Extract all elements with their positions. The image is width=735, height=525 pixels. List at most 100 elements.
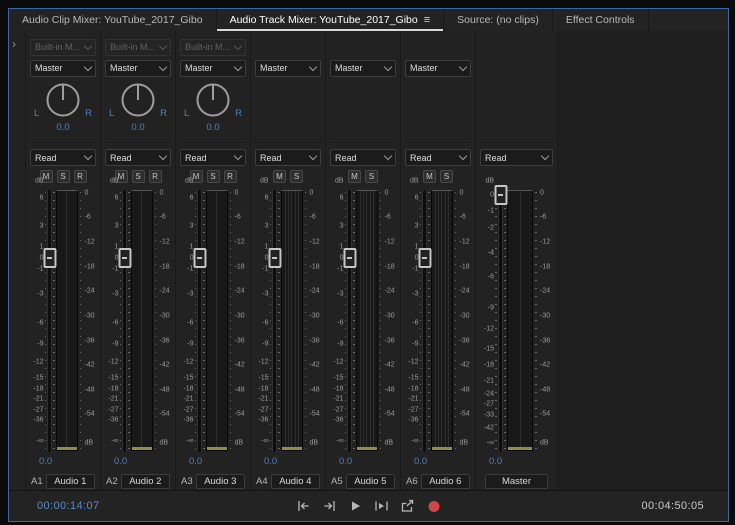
output-select[interactable]: Master [180,59,246,77]
mute-button[interactable]: M [39,170,53,184]
volume-fader-handle[interactable] [118,247,132,268]
output-select[interactable]: Master [405,59,471,77]
volume-value[interactable]: 0.0 [414,456,428,468]
mute-button[interactable]: M [114,170,128,184]
volume-value[interactable]: 0.0 [114,456,128,468]
loop-button[interactable] [397,497,418,515]
pan-left-label: L [184,108,190,120]
play-button[interactable] [345,497,366,515]
fader-tick-label: dB [409,177,419,185]
fader-tick-label: -21 [183,395,194,403]
automation-select[interactable]: Read [30,149,96,167]
input-select-label: Built-in M... [110,42,156,53]
volume-fader-handle[interactable] [43,247,57,268]
automation-select[interactable]: Read [480,149,553,167]
volume-value[interactable]: 0.0 [39,456,53,468]
meter-tick-label: -48 [309,386,320,394]
solo-button[interactable]: S [206,170,220,184]
meter-tick-label: -30 [459,312,470,320]
mute-button[interactable]: M [423,170,436,184]
volume-fader-track[interactable] [268,190,282,453]
mute-button[interactable]: M [348,170,361,184]
volume-fader-track[interactable] [118,190,132,453]
tab-source[interactable]: Source: (no clips) [444,9,553,31]
track-name[interactable]: Audio 3 [195,473,245,489]
go-to-out-button[interactable] [319,497,340,515]
automation-select[interactable]: Read [255,149,321,167]
pan-right-label: R [235,108,242,120]
meter-bar [431,190,453,452]
track-name[interactable]: Audio 5 [345,473,395,489]
track-name[interactable]: Master [485,473,548,489]
volume-value[interactable]: 0.0 [489,456,503,468]
mute-button[interactable]: M [273,170,286,184]
fader-tick-label: -2 [487,224,494,232]
volume-fader-handle[interactable] [193,247,207,268]
mute-button[interactable]: M [189,170,203,184]
show-effects-sends-arrow-icon[interactable]: › [12,37,16,51]
pan-value[interactable]: 0.0 [131,122,145,134]
volume-fader-handle[interactable] [494,184,507,205]
meter-segment [292,191,295,451]
output-select[interactable]: Master [330,59,396,77]
output-select[interactable]: Master [255,59,321,77]
pan-knob[interactable] [194,81,232,119]
volume-fader-track[interactable] [43,190,57,453]
automation-select[interactable]: Read [405,149,471,167]
meter-tick-label: -12 [384,238,395,246]
pan-knob[interactable] [119,81,157,119]
empty-area [558,31,728,491]
record-arm-button[interactable]: R [223,170,237,184]
meter-tick-label: -42 [459,361,470,369]
tab-effect-controls[interactable]: Effect Controls [553,9,649,31]
fader-tick-label: 6 [414,194,419,201]
meter-segment [360,191,364,451]
record-button[interactable] [423,497,444,515]
record-arm-button[interactable]: R [73,170,87,184]
pan-value[interactable]: 0.0 [206,122,220,134]
fader-meter-section: dB 0 -1 -2 -4 -6 -9 -12 -15 -18 -21 -24 -27 -33 -42 -∞ … [480,178,553,453]
input-select[interactable]: Built-in M... [180,39,246,56]
volume-fader-track[interactable] [343,190,357,453]
volume-value[interactable]: 0.0 [189,456,203,468]
volume-fader-handle[interactable] [418,247,432,268]
play-in-to-out-button[interactable] [371,497,392,515]
track-name[interactable]: Audio 4 [270,473,320,489]
solo-button[interactable]: S [440,170,453,184]
solo-button[interactable]: S [365,170,378,184]
tab-audio-track-mixer[interactable]: Audio Track Mixer: YouTube_2017_Gibo ≡ [217,9,445,31]
automation-select[interactable]: Read [330,149,396,167]
go-to-in-button[interactable] [293,497,314,515]
fader-tick-label: 0 [39,254,44,262]
fader-tick-label: -∞ [186,437,194,445]
output-select[interactable]: Master [105,59,171,77]
volume-fader-handle[interactable] [343,247,357,268]
automation-select[interactable]: Read [105,149,171,167]
solo-button[interactable]: S [131,170,145,184]
track-name[interactable]: Audio 6 [420,473,470,489]
current-timecode[interactable]: 00:00:14:07 [37,500,100,512]
output-select[interactable]: Master [30,59,96,77]
pan-value[interactable]: 0.0 [56,122,70,134]
volume-value[interactable]: 0.0 [339,456,353,468]
pan-knob[interactable] [44,81,82,119]
volume-fader-track[interactable] [494,184,507,453]
volume-fader-track[interactable] [193,190,207,453]
meter-floor-indicator [508,447,532,451]
volume-fader-handle[interactable] [268,247,282,268]
solo-button[interactable]: S [56,170,70,184]
pan-left-label: L [34,108,40,120]
volume-fader-track[interactable] [418,190,432,453]
panel-menu-icon[interactable]: ≡ [423,14,431,26]
track-name[interactable]: Audio 2 [120,473,170,489]
record-arm-button[interactable]: R [148,170,162,184]
input-select[interactable]: Built-in M... [30,39,96,56]
volume-value[interactable]: 0.0 [264,456,278,468]
tab-audio-clip-mixer[interactable]: Audio Clip Mixer: YouTube_2017_Gibo [9,9,217,31]
meter-tick-label: -6 [384,213,391,221]
solo-button[interactable]: S [290,170,303,184]
automation-select[interactable]: Read [180,149,246,167]
input-select[interactable]: Built-in M... [105,39,171,56]
meter-ticks [454,192,457,451]
track-name[interactable]: Audio 1 [45,473,95,489]
